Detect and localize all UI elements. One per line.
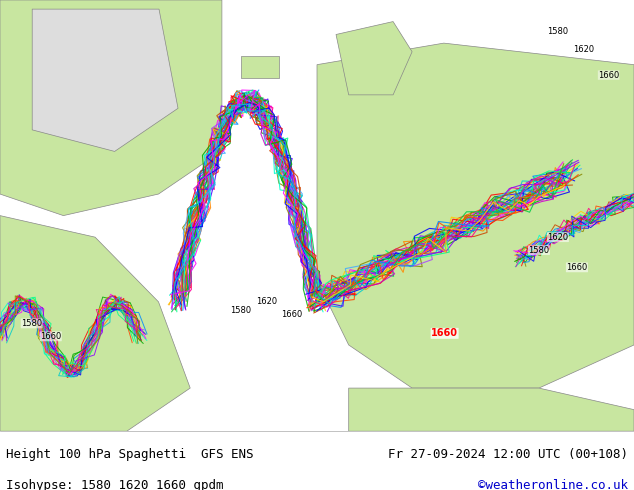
Text: Height 100 hPa Spaghetti  GFS ENS: Height 100 hPa Spaghetti GFS ENS [6, 448, 254, 461]
Text: 1620: 1620 [256, 297, 277, 306]
Text: 1620: 1620 [547, 233, 569, 242]
Text: 1580: 1580 [528, 245, 550, 255]
Text: Isohypse: 1580 1620 1660 gpdm: Isohypse: 1580 1620 1660 gpdm [6, 479, 224, 490]
Text: 1660: 1660 [281, 310, 302, 319]
Text: 1580: 1580 [21, 319, 42, 328]
Text: 1580: 1580 [230, 306, 252, 315]
Text: ©weatheronline.co.uk: ©weatheronline.co.uk [477, 479, 628, 490]
Text: 1660: 1660 [431, 328, 458, 338]
Text: 1660: 1660 [598, 71, 619, 79]
Text: 1620: 1620 [573, 45, 594, 54]
Text: 1660: 1660 [566, 263, 588, 272]
Text: 1660: 1660 [40, 332, 61, 341]
Text: Fr 27-09-2024 12:00 UTC (00+108): Fr 27-09-2024 12:00 UTC (00+108) [387, 448, 628, 461]
Text: 1580: 1580 [547, 27, 569, 36]
